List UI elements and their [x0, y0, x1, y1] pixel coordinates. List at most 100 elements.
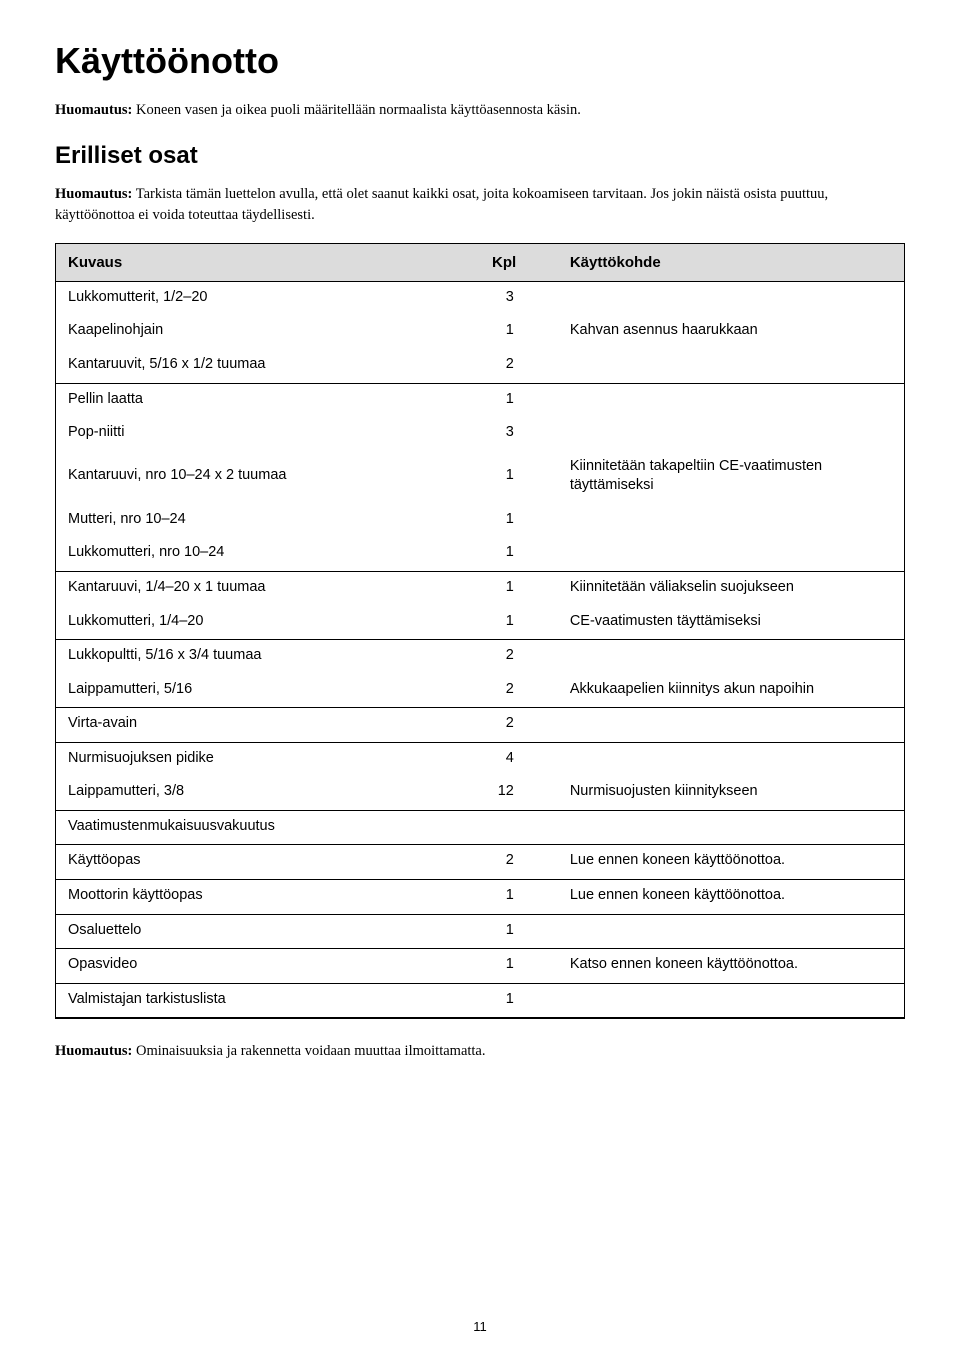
cell-kpl: 3	[480, 417, 548, 451]
table-row: Moottorin käyttöopas1Lue ennen koneen kä…	[56, 880, 904, 915]
cell-kohde: Akkukaapelien kiinnitys akun napoihin	[548, 674, 904, 708]
cell-kohde	[548, 504, 904, 538]
table-row: Lukkomutteri, nro 10–241	[56, 537, 904, 571]
table-row: Nurmisuojuksen pidike4	[56, 742, 904, 776]
table-row: Pop-niitti3	[56, 417, 904, 451]
cell-kuvaus: Lukkomutteri, nro 10–24	[56, 537, 480, 571]
cell-kuvaus: Pellin laatta	[56, 383, 480, 417]
cell-kuvaus: Nurmisuojuksen pidike	[56, 742, 480, 776]
table-row: Käyttöopas2Lue ennen koneen käyttöönotto…	[56, 845, 904, 880]
page-title: Käyttöönotto	[55, 40, 905, 82]
cell-kohde	[548, 640, 904, 674]
cell-kuvaus: Vaatimustenmukaisuusvakuutus	[56, 810, 480, 845]
cell-kohde	[548, 810, 904, 845]
cell-kpl: 1	[480, 383, 548, 417]
cell-kpl: 1	[480, 983, 548, 1018]
cell-kohde	[548, 983, 904, 1018]
cell-kohde	[548, 708, 904, 743]
cell-kpl: 12	[480, 776, 548, 810]
cell-kpl: 2	[480, 845, 548, 880]
table-row: Virta-avain2	[56, 708, 904, 743]
cell-kuvaus: Virta-avain	[56, 708, 480, 743]
cell-kohde: Katso ennen koneen käyttöönottoa.	[548, 949, 904, 984]
cell-kohde	[548, 914, 904, 949]
cell-kpl: 1	[480, 914, 548, 949]
table-row: Vaatimustenmukaisuusvakuutus	[56, 810, 904, 845]
cell-kpl: 1	[480, 949, 548, 984]
cell-kpl: 1	[480, 880, 548, 915]
cell-kohde	[548, 417, 904, 451]
cell-kohde: Kiinnitetään takapeltiin CE-vaatimusten …	[548, 451, 904, 504]
cell-kohde	[548, 383, 904, 417]
cell-kpl: 2	[480, 674, 548, 708]
cell-kpl: 1	[480, 571, 548, 605]
cell-kuvaus: Laippamutteri, 3/8	[56, 776, 480, 810]
footnote-label: Huomautus:	[55, 1043, 132, 1059]
cell-kpl: 2	[480, 349, 548, 383]
cell-kuvaus: Mutteri, nro 10–24	[56, 504, 480, 538]
note-2-label: Huomautus:	[55, 186, 132, 202]
cell-kohde: Kahvan asennus haarukkaan	[548, 315, 904, 349]
cell-kohde: CE-vaatimusten täyttämiseksi	[548, 606, 904, 640]
cell-kuvaus: Lukkomutteri, 1/4–20	[56, 606, 480, 640]
table-row: Osaluettelo1	[56, 914, 904, 949]
footnote: Huomautus: Ominaisuuksia ja rakennetta v…	[55, 1043, 905, 1060]
cell-kpl: 1	[480, 504, 548, 538]
cell-kpl: 2	[480, 640, 548, 674]
table-row: Lukkomutteri, 1/4–201CE-vaatimusten täyt…	[56, 606, 904, 640]
cell-kpl: 4	[480, 742, 548, 776]
table-header-row: Kuvaus Kpl Käyttökohde	[56, 244, 904, 282]
cell-kpl	[480, 810, 548, 845]
table-row: Lukkomutterit, 1/2–203	[56, 281, 904, 315]
footnote-body: Ominaisuuksia ja rakennetta voidaan muut…	[132, 1043, 485, 1059]
note-1-label: Huomautus:	[55, 102, 132, 118]
table-row: Laippamutteri, 5/162Akkukaapelien kiinni…	[56, 674, 904, 708]
note-2-body: Tarkista tämän luettelon avulla, että ol…	[55, 186, 828, 222]
cell-kuvaus: Käyttöopas	[56, 845, 480, 880]
cell-kuvaus: Kantaruuvi, 1/4–20 x 1 tuumaa	[56, 571, 480, 605]
cell-kpl: 1	[480, 451, 548, 504]
parts-table: Kuvaus Kpl Käyttökohde Lukkomutterit, 1/…	[55, 243, 905, 1019]
table-row: Kantaruuvi, 1/4–20 x 1 tuumaa1Kiinnitetä…	[56, 571, 904, 605]
table-body: Lukkomutterit, 1/2–203Kaapelinohjain1Kah…	[56, 281, 904, 1017]
col-header-kuvaus: Kuvaus	[56, 244, 480, 282]
cell-kpl: 1	[480, 537, 548, 571]
table-row: Mutteri, nro 10–241	[56, 504, 904, 538]
section-subtitle: Erilliset osat	[55, 142, 905, 170]
table-row: Pellin laatta1	[56, 383, 904, 417]
cell-kohde: Kiinnitetään väliakselin suojukseen	[548, 571, 904, 605]
cell-kuvaus: Moottorin käyttöopas	[56, 880, 480, 915]
note-1: Huomautus: Koneen vasen ja oikea puoli m…	[55, 100, 905, 120]
cell-kuvaus: Lukkopultti, 5/16 x 3/4 tuumaa	[56, 640, 480, 674]
cell-kuvaus: Osaluettelo	[56, 914, 480, 949]
cell-kohde	[548, 349, 904, 383]
cell-kuvaus: Lukkomutterit, 1/2–20	[56, 281, 480, 315]
page-number: 11	[0, 1319, 960, 1334]
cell-kohde	[548, 281, 904, 315]
cell-kpl: 1	[480, 606, 548, 640]
col-header-kohde: Käyttökohde	[548, 244, 904, 282]
cell-kuvaus: Kantaruuvit, 5/16 x 1/2 tuumaa	[56, 349, 480, 383]
note-1-body: Koneen vasen ja oikea puoli määritellään…	[132, 102, 581, 118]
cell-kuvaus: Pop-niitti	[56, 417, 480, 451]
note-2: Huomautus: Tarkista tämän luettelon avul…	[55, 184, 905, 225]
table-row: Laippamutteri, 3/812Nurmisuojusten kiinn…	[56, 776, 904, 810]
cell-kohde	[548, 742, 904, 776]
cell-kohde: Lue ennen koneen käyttöönottoa.	[548, 880, 904, 915]
cell-kuvaus: Opasvideo	[56, 949, 480, 984]
cell-kuvaus: Valmistajan tarkistuslista	[56, 983, 480, 1018]
cell-kuvaus: Laippamutteri, 5/16	[56, 674, 480, 708]
table-row: Kaapelinohjain1Kahvan asennus haarukkaan	[56, 315, 904, 349]
cell-kpl: 3	[480, 281, 548, 315]
cell-kuvaus: Kaapelinohjain	[56, 315, 480, 349]
cell-kpl: 1	[480, 315, 548, 349]
table-row: Kantaruuvit, 5/16 x 1/2 tuumaa2	[56, 349, 904, 383]
cell-kuvaus: Kantaruuvi, nro 10–24 x 2 tuumaa	[56, 451, 480, 504]
col-header-kpl: Kpl	[480, 244, 548, 282]
cell-kohde: Nurmisuojusten kiinnitykseen	[548, 776, 904, 810]
cell-kohde: Lue ennen koneen käyttöönottoa.	[548, 845, 904, 880]
table-row: Kantaruuvi, nro 10–24 x 2 tuumaa1Kiinnit…	[56, 451, 904, 504]
table-row: Valmistajan tarkistuslista1	[56, 983, 904, 1018]
cell-kpl: 2	[480, 708, 548, 743]
table-row: Opasvideo1Katso ennen koneen käyttöönott…	[56, 949, 904, 984]
